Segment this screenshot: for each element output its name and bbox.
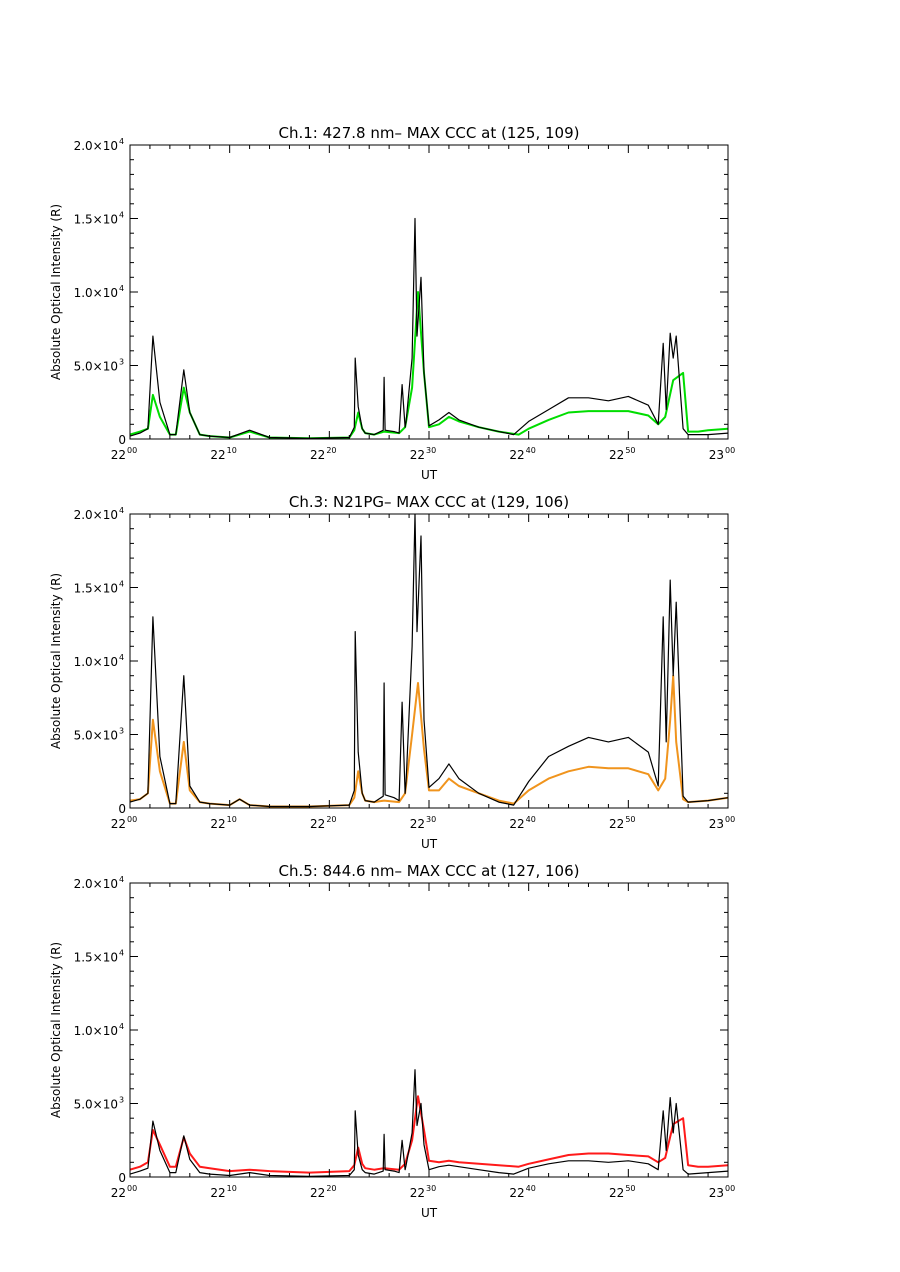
x-tick-label-hour: 22	[210, 448, 225, 462]
x-tick-label-hour: 22	[111, 817, 126, 831]
y-tick-label: 0	[118, 802, 126, 816]
y-tick-label: 5.0×10	[74, 360, 118, 374]
y-tick-exponent: 4	[119, 284, 124, 293]
x-tick-label-hour: 22	[310, 1186, 325, 1200]
x-tick-label-minute: 50	[625, 1184, 635, 1193]
y-axis-label: Absolute Optical Intensity (R)	[49, 942, 63, 1118]
x-tick-label-minute: 20	[326, 446, 336, 455]
x-axis-label: UT	[421, 837, 438, 851]
chart-title: Ch.3: N21PG– MAX CCC at (129, 106)	[289, 493, 569, 511]
y-tick-exponent: 4	[119, 580, 124, 589]
y-tick-label: 1.5×10	[74, 582, 118, 596]
y-tick-label: 1.0×10	[74, 655, 118, 669]
y-tick-exponent: 4	[119, 211, 124, 220]
x-tick-label-minute: 10	[227, 1184, 237, 1193]
chart-title: Ch.1: 427.8 nm– MAX CCC at (125, 109)	[279, 124, 580, 142]
x-tick-label-minute: 40	[526, 1184, 536, 1193]
x-tick-label-hour: 22	[111, 1186, 126, 1200]
series-line-color	[130, 674, 728, 808]
y-tick-label: 0	[118, 1171, 126, 1185]
y-tick-label: 5.0×10	[74, 1098, 118, 1112]
y-tick-label: 2.0×10	[74, 508, 118, 522]
y-tick-exponent: 4	[119, 653, 124, 662]
x-tick-label-hour: 23	[709, 817, 724, 831]
x-tick-label-hour: 22	[609, 817, 624, 831]
y-tick-label: 1.5×10	[74, 951, 118, 965]
y-tick-exponent: 3	[119, 358, 124, 367]
x-tick-label-minute: 40	[526, 815, 536, 824]
x-tick-label-minute: 00	[127, 446, 137, 455]
x-tick-label-minute: 40	[526, 446, 536, 455]
x-tick-label-hour: 22	[410, 1186, 425, 1200]
y-tick-exponent: 4	[119, 875, 124, 884]
y-tick-label: 2.0×10	[74, 139, 118, 153]
x-tick-label-minute: 00	[725, 446, 735, 455]
x-axis-label: UT	[421, 468, 438, 482]
x-tick-label-minute: 20	[326, 1184, 336, 1193]
x-tick-label-hour: 22	[410, 817, 425, 831]
y-axis-label: Absolute Optical Intensity (R)	[49, 204, 63, 380]
series-line-color	[130, 1095, 728, 1174]
x-tick-label-minute: 50	[625, 815, 635, 824]
series-line-black	[130, 514, 728, 808]
x-tick-label-hour: 22	[310, 448, 325, 462]
x-tick-label-minute: 20	[326, 815, 336, 824]
y-tick-label: 5.0×10	[74, 729, 118, 743]
x-tick-label-minute: 30	[426, 446, 436, 455]
x-tick-label-hour: 23	[709, 448, 724, 462]
y-tick-label: 1.5×10	[74, 213, 118, 227]
series-line-black	[130, 1069, 728, 1177]
x-tick-label-hour: 22	[111, 448, 126, 462]
x-tick-label-minute: 50	[625, 446, 635, 455]
chart-title: Ch.5: 844.6 nm– MAX CCC at (127, 106)	[279, 862, 580, 880]
x-tick-label-minute: 00	[725, 1184, 735, 1193]
x-tick-label-minute: 30	[426, 1184, 436, 1193]
x-tick-label-minute: 00	[725, 815, 735, 824]
y-tick-label: 2.0×10	[74, 877, 118, 891]
x-tick-label-hour: 22	[410, 448, 425, 462]
x-tick-label-hour: 23	[709, 1186, 724, 1200]
y-tick-label: 0	[118, 433, 126, 447]
x-tick-label-minute: 00	[127, 1184, 137, 1193]
y-axis-label: Absolute Optical Intensity (R)	[49, 573, 63, 749]
series-line-black	[130, 217, 728, 439]
x-tick-label-hour: 22	[210, 817, 225, 831]
x-tick-label-hour: 22	[609, 448, 624, 462]
y-tick-exponent: 4	[119, 949, 124, 958]
x-tick-label-minute: 10	[227, 446, 237, 455]
x-tick-label-hour: 22	[609, 1186, 624, 1200]
x-tick-label-hour: 22	[509, 1186, 524, 1200]
y-tick-label: 1.0×10	[74, 1024, 118, 1038]
y-tick-exponent: 4	[119, 137, 124, 146]
x-tick-label-hour: 22	[310, 817, 325, 831]
x-tick-label-minute: 10	[227, 815, 237, 824]
x-tick-label-minute: 30	[426, 815, 436, 824]
y-tick-label: 1.0×10	[74, 286, 118, 300]
y-tick-exponent: 3	[119, 727, 124, 736]
y-tick-exponent: 4	[119, 1022, 124, 1031]
y-tick-exponent: 3	[119, 1096, 124, 1105]
x-tick-label-minute: 00	[127, 815, 137, 824]
x-tick-label-hour: 22	[210, 1186, 225, 1200]
x-tick-label-hour: 22	[509, 817, 524, 831]
y-tick-exponent: 4	[119, 506, 124, 515]
x-axis-label: UT	[421, 1206, 438, 1220]
x-tick-label-hour: 22	[509, 448, 524, 462]
